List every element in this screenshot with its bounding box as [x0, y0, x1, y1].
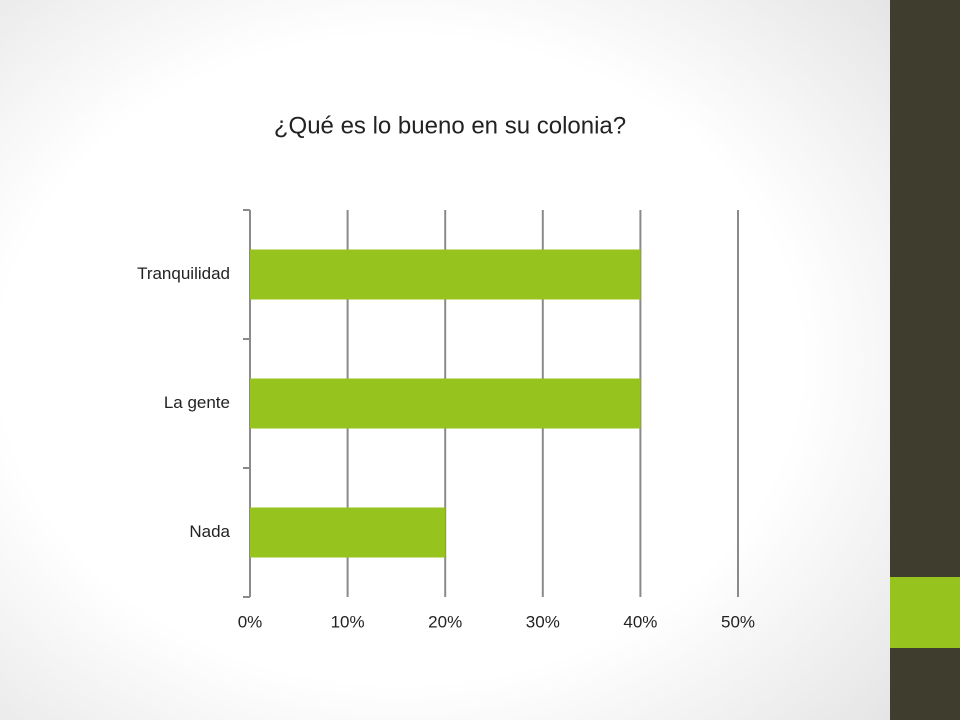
bar — [250, 507, 446, 558]
bar — [250, 378, 641, 429]
side-accent — [890, 577, 960, 648]
plot: 0% 10% 20% 30% 40% 50% Tranquilidad La gente Nad… — [137, 209, 755, 631]
y-tick-label: Nada — [189, 522, 230, 541]
x-tick-label: 30% — [526, 612, 560, 631]
x-tick-label: 0% — [238, 612, 263, 631]
y-tick-label: Tranquilidad — [137, 264, 230, 283]
x-tick-label: 40% — [623, 612, 657, 631]
x-tick-label: 10% — [331, 612, 365, 631]
y-tick-label: La gente — [164, 393, 230, 412]
chart-title: ¿Qué es lo bueno en su colonia? — [274, 112, 626, 139]
x-tick-label: 20% — [428, 612, 462, 631]
bar — [250, 249, 641, 300]
x-tick-label: 50% — [721, 612, 755, 631]
